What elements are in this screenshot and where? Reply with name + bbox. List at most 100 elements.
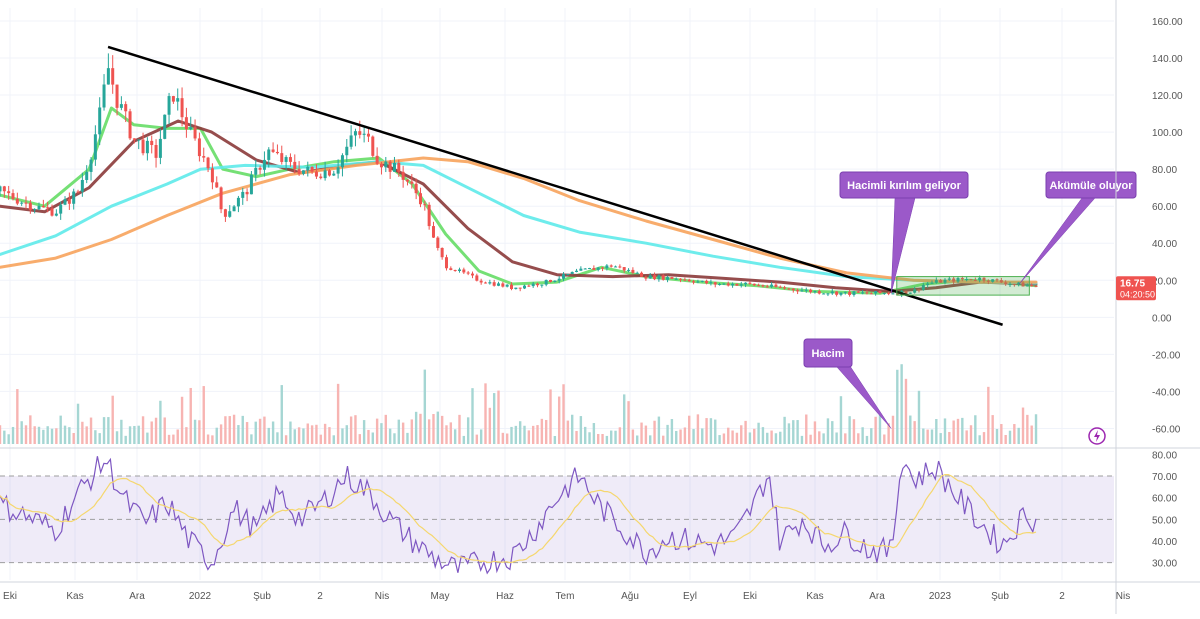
candle-body bbox=[947, 278, 951, 280]
accumulation-box[interactable] bbox=[896, 276, 1030, 296]
candle-body bbox=[158, 138, 162, 158]
volume-bar bbox=[393, 433, 396, 444]
volume-bar bbox=[419, 413, 422, 444]
volume-bar bbox=[397, 419, 401, 444]
candle-body bbox=[427, 204, 431, 227]
candle-body bbox=[345, 146, 349, 156]
price-tick-label: 100.00 bbox=[1152, 128, 1183, 139]
time-tick-label: 2 bbox=[1059, 591, 1065, 602]
lightning-icon[interactable] bbox=[1088, 427, 1106, 445]
candle-body bbox=[189, 127, 193, 130]
volume-bar bbox=[471, 388, 474, 444]
candle-body bbox=[817, 291, 821, 294]
time-tick-label: Nis bbox=[1116, 591, 1130, 602]
candle-body bbox=[236, 197, 240, 207]
volume-bar bbox=[224, 416, 227, 444]
price-tick-label: 80.00 bbox=[1152, 165, 1177, 176]
candle-body bbox=[856, 291, 860, 293]
trendline[interactable] bbox=[107, 45, 1003, 326]
candle-body bbox=[210, 168, 214, 183]
candle-body bbox=[332, 173, 336, 176]
volume-bar bbox=[284, 435, 288, 444]
volume-bar bbox=[566, 420, 570, 444]
volume-bar bbox=[518, 421, 522, 444]
volume-bar bbox=[336, 383, 340, 444]
volume-bar bbox=[649, 435, 652, 444]
candle-body bbox=[549, 279, 553, 282]
volume-bar bbox=[3, 430, 6, 444]
volume-bar bbox=[349, 416, 353, 444]
volume-bar bbox=[948, 431, 951, 444]
volume-bar bbox=[753, 428, 756, 444]
candle-body bbox=[748, 282, 752, 284]
volume-bar bbox=[688, 415, 691, 444]
candle-body bbox=[540, 284, 544, 286]
candle-body bbox=[904, 290, 908, 294]
candle-body bbox=[648, 275, 652, 279]
candle-body bbox=[7, 191, 11, 194]
candle-body bbox=[384, 161, 388, 168]
candle-body bbox=[171, 96, 175, 102]
volume-bar bbox=[666, 424, 669, 444]
candle-body bbox=[666, 277, 670, 280]
candle-body bbox=[241, 191, 245, 198]
candle-body bbox=[1012, 284, 1016, 286]
candle-body bbox=[301, 170, 305, 174]
volume-bar bbox=[89, 417, 93, 444]
volume-bar bbox=[98, 433, 101, 444]
candle-body bbox=[999, 280, 1003, 283]
volume-bar bbox=[11, 426, 15, 444]
candle-body bbox=[41, 205, 45, 208]
volume-bar bbox=[362, 420, 366, 444]
volume-bar bbox=[714, 419, 717, 444]
candle-body bbox=[848, 291, 852, 295]
volume-bar bbox=[848, 416, 851, 444]
rsi-tick-label: 60.00 bbox=[1152, 494, 1177, 505]
candle-body bbox=[622, 267, 626, 271]
volume-bar bbox=[870, 428, 873, 444]
volume-bar bbox=[614, 430, 617, 444]
volume-bar bbox=[1034, 414, 1038, 444]
candle-body bbox=[804, 289, 808, 291]
volume-bar bbox=[440, 415, 444, 444]
candle-body bbox=[379, 163, 383, 168]
volume-bar bbox=[250, 434, 253, 444]
candle-body bbox=[627, 269, 631, 271]
candle-body bbox=[150, 140, 154, 146]
volume-bar bbox=[640, 422, 643, 444]
candle-body bbox=[514, 287, 518, 290]
candle-body bbox=[826, 293, 830, 295]
volume-bar bbox=[384, 414, 387, 444]
callout-label: Hacimli kırılım geliyor bbox=[847, 180, 961, 192]
candle-body bbox=[141, 139, 145, 154]
candle-body bbox=[418, 193, 422, 205]
candle-body bbox=[436, 237, 440, 248]
candle-body bbox=[124, 104, 128, 112]
candle-body bbox=[310, 166, 314, 172]
volume-bar bbox=[271, 421, 275, 444]
candle-body bbox=[839, 292, 843, 295]
candle-body bbox=[1030, 285, 1034, 287]
price-tick-label: -40.00 bbox=[1152, 387, 1181, 398]
volume-bar bbox=[176, 429, 179, 444]
candle-body bbox=[280, 153, 284, 162]
volume-bar bbox=[623, 394, 626, 444]
volume-bar bbox=[85, 426, 88, 444]
volume-bar bbox=[883, 434, 886, 444]
callout-box bbox=[803, 338, 853, 368]
price-tick-label: 40.00 bbox=[1152, 239, 1177, 250]
volume-bar bbox=[978, 435, 981, 444]
time-tick-label: 2 bbox=[317, 591, 323, 602]
volume-bar bbox=[653, 420, 656, 444]
candle-body bbox=[583, 268, 587, 270]
candle-body bbox=[687, 279, 691, 282]
rsi-signal-line bbox=[0, 474, 1037, 564]
price-tick-label: 0.00 bbox=[1152, 313, 1172, 324]
volume-bar bbox=[258, 418, 262, 444]
volume-bar bbox=[783, 416, 786, 444]
annotations[interactable]: Hacimli kırılım geliyor Akümüle oluyor Hac… bbox=[803, 171, 1137, 429]
volume-bar bbox=[1000, 424, 1003, 444]
candle-body bbox=[76, 191, 80, 193]
